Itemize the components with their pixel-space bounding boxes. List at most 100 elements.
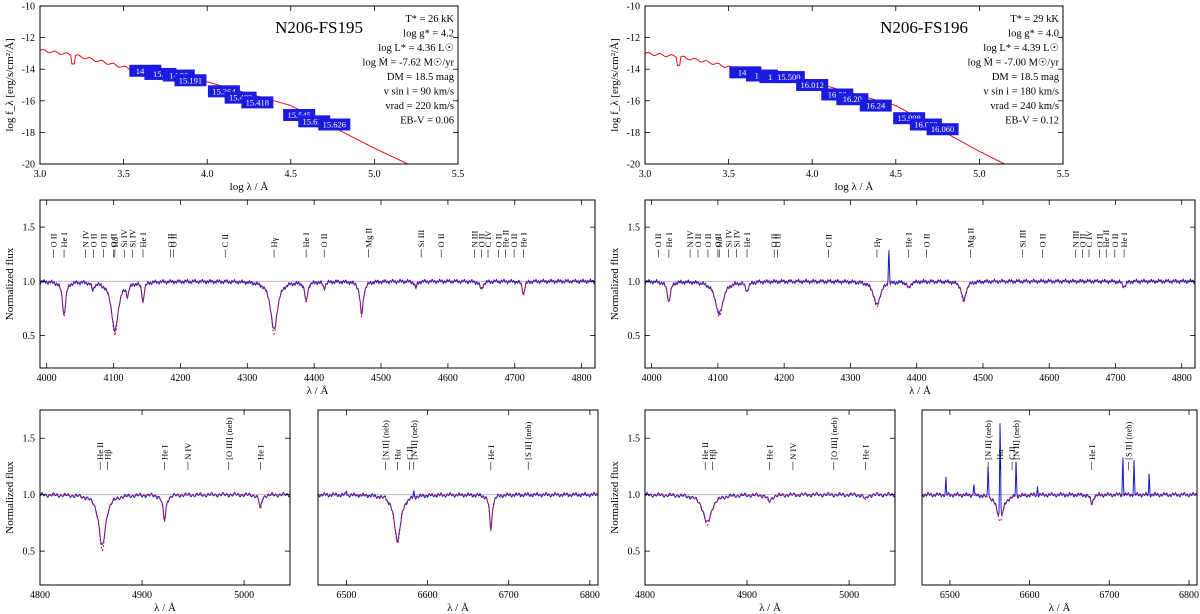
x-axis-label: λ / Å	[1049, 602, 1071, 614]
photometry-label: 16.060	[931, 124, 954, 134]
line-id-label: O II	[109, 233, 119, 247]
stellar-parameter: vrad = 220 km/s	[385, 101, 454, 112]
plot-frame	[644, 199, 1196, 369]
line-id-label: He I	[301, 232, 311, 247]
y-tick-label: -20	[627, 160, 640, 171]
x-tick-label: 4.0	[201, 169, 214, 180]
line-id-label: N IV	[788, 442, 798, 460]
line-id-label: He II	[95, 442, 105, 460]
y-tick-label: 0.5	[628, 331, 641, 342]
line-id-label: C IV	[483, 230, 493, 248]
photometry-label: 15.998	[897, 113, 920, 123]
x-tick-label: 4000	[37, 373, 57, 384]
x-tick-label: 6700	[499, 590, 519, 601]
x-tick-label: 6500	[940, 590, 960, 601]
y-axis-label: Normalized flux	[4, 247, 16, 320]
line-id-label: Mg II	[965, 228, 975, 248]
line-id-label: Si IV	[723, 228, 733, 247]
stellar-parameter: log g* = 4.2	[403, 29, 454, 40]
line-id-label: He I	[742, 232, 752, 247]
photometry-label: 16.20	[843, 94, 862, 104]
x-axis-label: λ / Å	[307, 385, 329, 397]
x-tick-label: 3.5	[722, 169, 735, 180]
sed-model-curve	[39, 48, 409, 165]
line-id-label: [S II] (neb)	[1123, 421, 1133, 459]
line-id-label: Hγ	[269, 237, 279, 247]
y-tick-label: 1.5	[628, 434, 641, 445]
x-tick-label: 4700	[505, 373, 525, 384]
x-tick-label: 4800	[30, 590, 50, 601]
stellar-parameter: log Ṁ = -7.62 M☉/yr	[363, 57, 455, 69]
line-id-label: O II	[1110, 233, 1120, 247]
line-id-label: He I	[59, 232, 69, 247]
plot-frame	[644, 5, 1064, 165]
y-tick-label: -10	[627, 2, 640, 13]
photometry-box	[859, 99, 892, 112]
y-axis-label: log f_λ [erg/s/cm²/Å]	[4, 38, 16, 131]
line-id-label: O II	[1095, 233, 1105, 247]
line-id-label: He I	[1119, 232, 1129, 247]
x-tick-label: 3.5	[117, 169, 130, 180]
y-tick-label: 1.5	[23, 434, 36, 445]
line-id-label: O II	[169, 233, 179, 247]
line-id-label: Hβ	[707, 449, 717, 459]
x-tick-label: 4800	[635, 590, 655, 601]
x-tick-label: 4600	[438, 373, 458, 384]
line-id-label: He I	[486, 445, 496, 460]
x-tick-label: 4000	[642, 373, 662, 384]
line-id-label: N IV	[183, 442, 193, 460]
x-tick-label: 4.5	[285, 169, 298, 180]
line-id-label: N IV	[80, 229, 90, 247]
line-id-label: O II	[48, 233, 58, 247]
x-tick-label: 4700	[1105, 373, 1125, 384]
star-title: N206-FS196	[880, 18, 968, 37]
x-tick-label: 4500	[371, 373, 391, 384]
photometry-label: 15.545	[287, 110, 310, 120]
y-tick-label: 0.5	[628, 547, 641, 558]
photometry-label: 16.24	[866, 101, 886, 111]
y-tick-label: -10	[22, 2, 35, 13]
x-tick-label: 4800	[572, 373, 592, 384]
plot-frame	[317, 409, 599, 586]
line-id-label: C II	[1007, 446, 1017, 460]
line-id-label: Mg II	[363, 228, 373, 248]
line-id-label: He I	[1087, 445, 1097, 460]
y-tick-label: 1.5	[23, 223, 36, 234]
photometry-box	[318, 118, 351, 131]
x-tick-label: 5.0	[368, 169, 381, 180]
y-axis-label: Normalized flux	[4, 461, 16, 534]
line-id-label: [N II] (neb)	[983, 420, 993, 460]
stellar-parameter: vrad = 240 km/s	[990, 101, 1059, 112]
y-tick-label: -20	[22, 160, 35, 171]
line-id-label: He I	[255, 445, 265, 460]
plot-frame	[644, 409, 896, 586]
model-spectrum	[645, 494, 895, 526]
stellar-parameter: v sin i = 180 km/s	[983, 87, 1059, 98]
photometry-label: 15.364	[212, 86, 236, 96]
model-spectrum	[645, 280, 1195, 317]
photometry-label: 15.418	[246, 97, 269, 107]
observed-spectrum	[644, 491, 896, 523]
line-id-label: O II	[476, 233, 486, 247]
photometry-label: 15.626	[303, 116, 326, 126]
line-id-label: N III	[1071, 231, 1081, 248]
x-tick-label: 6600	[418, 590, 438, 601]
stellar-parameter: log L* = 4.39 L☉	[983, 42, 1059, 54]
line-id-label: He II	[700, 442, 710, 460]
y-tick-label: -14	[22, 65, 35, 76]
line-id-label: O II	[1077, 233, 1087, 247]
photometry-label: 15.482	[229, 93, 252, 103]
x-tick-label: 6500	[336, 590, 356, 601]
plot-frame	[39, 199, 596, 369]
line-id-label: Hβ	[102, 449, 112, 459]
line-id-label: O II	[703, 233, 713, 247]
x-tick-label: 4400	[304, 373, 324, 384]
line-id-label: C IV	[1084, 230, 1094, 248]
line-id-label: He I	[860, 445, 870, 460]
line-id-label: O II	[713, 233, 723, 247]
photometry-label: 15.191	[179, 75, 202, 85]
y-tick-label: -16	[627, 96, 640, 107]
